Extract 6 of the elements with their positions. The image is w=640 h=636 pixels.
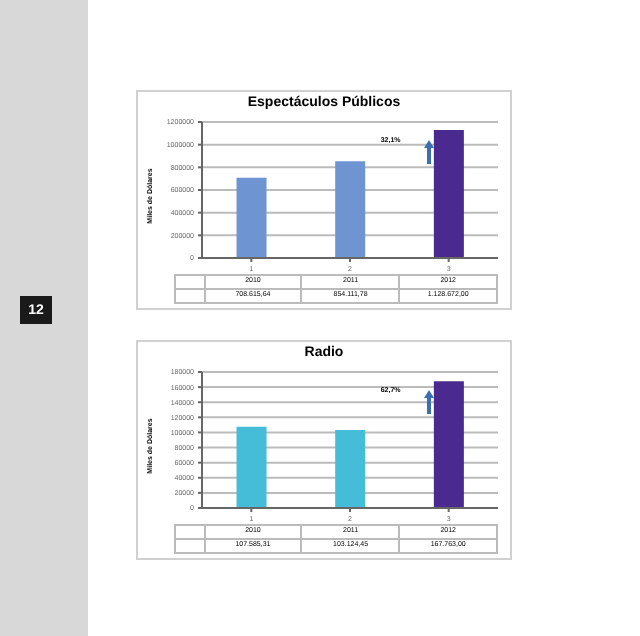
bar: [236, 177, 267, 258]
bar: [433, 381, 464, 508]
bar: [335, 161, 366, 258]
bar: [335, 430, 366, 508]
bar: [433, 130, 464, 258]
bar: [236, 426, 267, 508]
